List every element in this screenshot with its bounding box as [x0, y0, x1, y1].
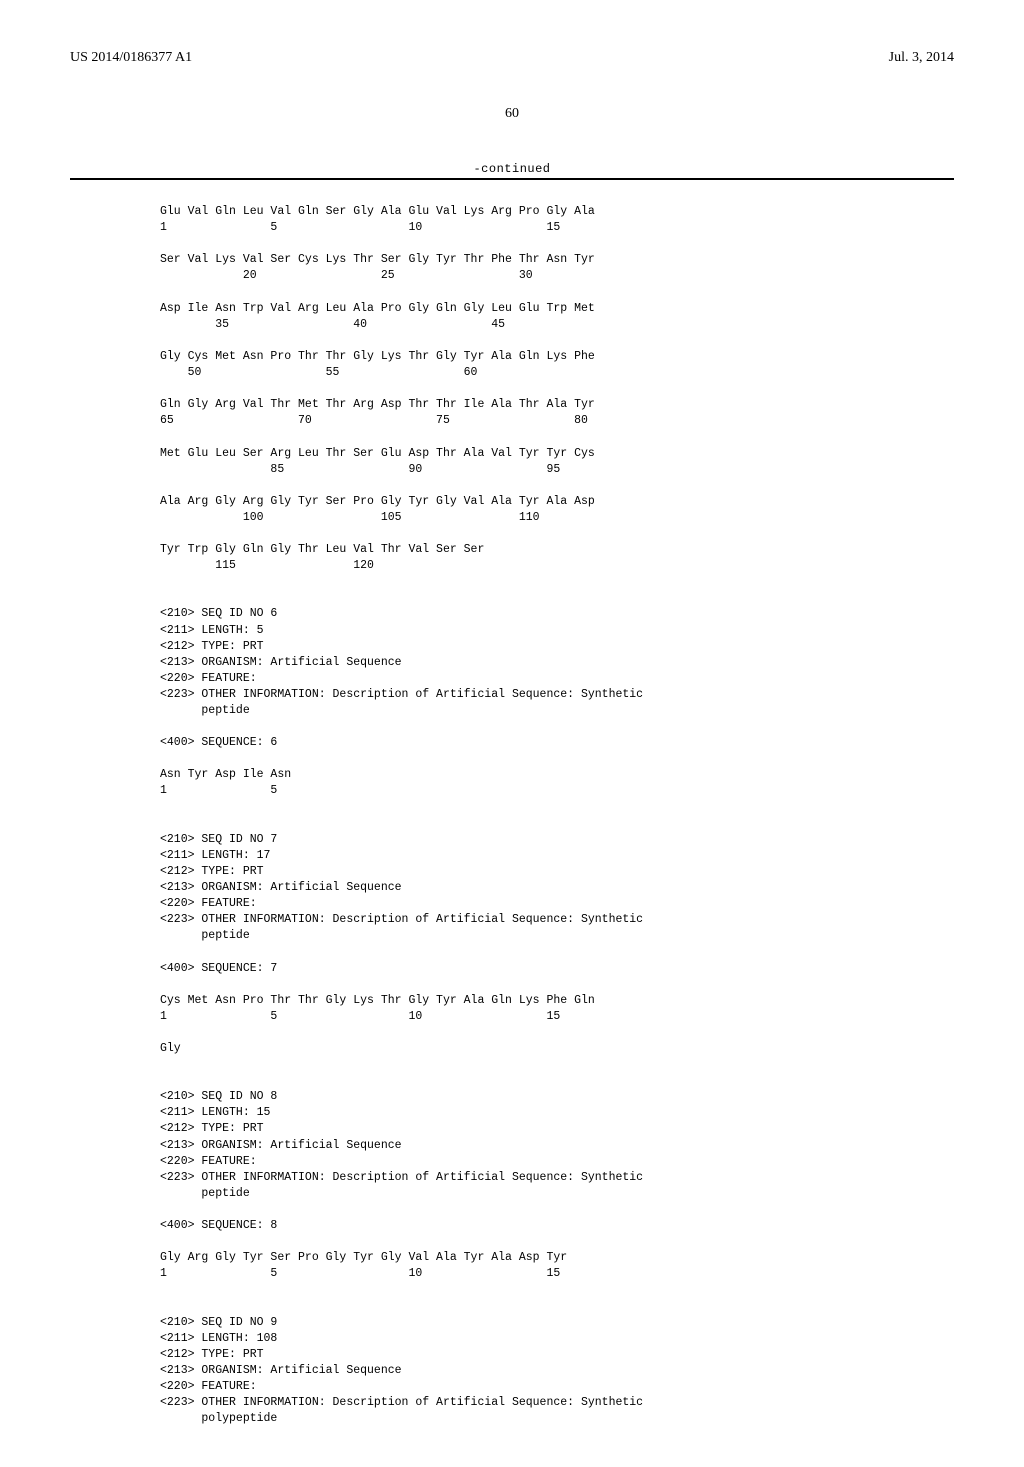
seq-meta: <223> OTHER INFORMATION: Description of … [160, 1396, 643, 1409]
seq-nums: 1 5 10 15 [160, 1267, 560, 1280]
seq-nums: 50 55 60 [160, 366, 477, 379]
seq-row: Ser Val Lys Val Ser Cys Lys Thr Ser Gly … [160, 253, 595, 266]
seq-meta: polypeptide [160, 1412, 277, 1425]
seq-label: <400> SEQUENCE: 8 [160, 1219, 277, 1232]
seq-meta: <213> ORGANISM: Artificial Sequence [160, 1364, 402, 1377]
seq-meta: peptide [160, 929, 250, 942]
seq-label: <400> SEQUENCE: 6 [160, 736, 277, 749]
seq-meta: <212> TYPE: PRT [160, 1348, 264, 1361]
seq-row: Gln Gly Arg Val Thr Met Thr Arg Asp Thr … [160, 398, 595, 411]
seq-row: Gly [160, 1042, 181, 1055]
seq-row: Glu Val Gln Leu Val Gln Ser Gly Ala Glu … [160, 205, 595, 218]
seq-row: Asp Ile Asn Trp Val Arg Leu Ala Pro Gly … [160, 302, 595, 315]
seq-meta: <212> TYPE: PRT [160, 1122, 264, 1135]
sequence-listing: Glu Val Gln Leu Val Gln Ser Gly Ala Glu … [160, 188, 954, 1427]
seq-nums: 1 5 10 15 [160, 221, 560, 234]
seq-meta: <211> LENGTH: 5 [160, 624, 264, 637]
seq-meta: <223> OTHER INFORMATION: Description of … [160, 688, 643, 701]
seq-meta: <210> SEQ ID NO 8 [160, 1090, 277, 1103]
seq-meta: peptide [160, 704, 250, 717]
seq-meta: <210> SEQ ID NO 7 [160, 833, 277, 846]
seq-meta: peptide [160, 1187, 250, 1200]
seq-meta: <211> LENGTH: 17 [160, 849, 270, 862]
seq-row: Tyr Trp Gly Gln Gly Thr Leu Val Thr Val … [160, 543, 484, 556]
seq-label: <400> SEQUENCE: 7 [160, 962, 277, 975]
seq-meta: <213> ORGANISM: Artificial Sequence [160, 881, 402, 894]
seq-meta: <220> FEATURE: [160, 1380, 257, 1393]
seq-nums: 20 25 30 [160, 269, 533, 282]
seq-meta: <213> ORGANISM: Artificial Sequence [160, 1139, 402, 1152]
patent-number: US 2014/0186377 A1 [70, 50, 192, 66]
seq-meta: <220> FEATURE: [160, 1155, 257, 1168]
seq-meta: <212> TYPE: PRT [160, 640, 264, 653]
seq-row: Asn Tyr Asp Ile Asn [160, 768, 291, 781]
seq-nums: 1 5 [160, 784, 277, 797]
seq-row: Gly Cys Met Asn Pro Thr Thr Gly Lys Thr … [160, 350, 595, 363]
seq-nums: 100 105 110 [160, 511, 540, 524]
seq-meta: <211> LENGTH: 108 [160, 1332, 277, 1345]
seq-meta: <213> ORGANISM: Artificial Sequence [160, 656, 402, 669]
seq-meta: <220> FEATURE: [160, 897, 257, 910]
seq-meta: <223> OTHER INFORMATION: Description of … [160, 913, 643, 926]
seq-nums: 85 90 95 [160, 463, 560, 476]
seq-row: Gly Arg Gly Tyr Ser Pro Gly Tyr Gly Val … [160, 1251, 567, 1264]
page-number: 60 [70, 106, 954, 122]
seq-meta: <211> LENGTH: 15 [160, 1106, 270, 1119]
seq-meta: <210> SEQ ID NO 9 [160, 1316, 277, 1329]
seq-row: Ala Arg Gly Arg Gly Tyr Ser Pro Gly Tyr … [160, 495, 595, 508]
seq-row: Met Glu Leu Ser Arg Leu Thr Ser Glu Asp … [160, 447, 595, 460]
seq-meta: <212> TYPE: PRT [160, 865, 264, 878]
seq-nums: 65 70 75 80 [160, 414, 588, 427]
seq-row: Cys Met Asn Pro Thr Thr Gly Lys Thr Gly … [160, 994, 595, 1007]
publication-date: Jul. 3, 2014 [889, 50, 954, 66]
seq-nums: 1 5 10 15 [160, 1010, 560, 1023]
seq-nums: 35 40 45 [160, 318, 505, 331]
continued-label: -continued [70, 162, 954, 176]
seq-meta: <223> OTHER INFORMATION: Description of … [160, 1171, 643, 1184]
seq-nums: 115 120 [160, 559, 374, 572]
seq-meta: <210> SEQ ID NO 6 [160, 607, 277, 620]
horizontal-rule [70, 178, 954, 180]
seq-meta: <220> FEATURE: [160, 672, 257, 685]
